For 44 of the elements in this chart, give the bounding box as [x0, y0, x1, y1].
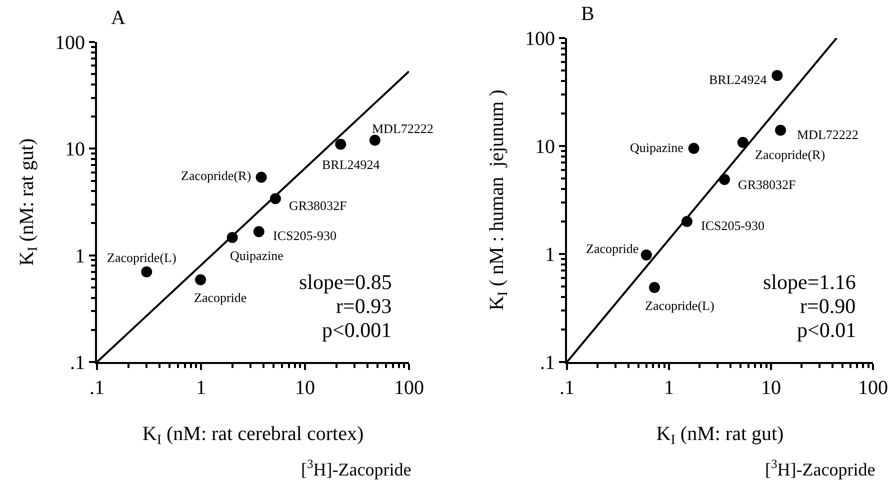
x-tick-label: 1: [196, 377, 206, 399]
chart-title: B: [581, 3, 594, 25]
y-tick-label: 10: [65, 138, 85, 161]
annotation: r=0.90: [800, 294, 856, 318]
chart-title: A: [111, 7, 126, 29]
annotation: slope=0.85: [299, 270, 392, 294]
text: [$^{3}$H]-Zacopride: [301, 457, 412, 480]
annotation: Zacopride(L): [645, 298, 714, 313]
x-axis-title: K$_{I}$ (nM: rat gut): [656, 423, 784, 448]
annotation: Zacopride: [194, 290, 247, 305]
annotation: r=0.93: [336, 294, 392, 318]
annotation: p<0.001: [322, 318, 392, 342]
x-tick-label: 100: [858, 377, 888, 399]
text: [$^{3}$H]-Zacopride: [765, 457, 876, 480]
annotation: MDL72222: [372, 121, 434, 136]
annotation: Quipazine: [630, 140, 684, 155]
x-axis-title: K$_{I}$ (nM: rat cerebral cortex): [142, 423, 364, 448]
y-tick-label: .1: [540, 352, 555, 374]
annotation: Quipazine: [230, 248, 284, 263]
annotation: Zacopride: [586, 241, 639, 256]
y-tick-label: .1: [70, 352, 85, 374]
annotation: slope=1.16: [763, 270, 856, 294]
annotation: Zacopride(R): [181, 168, 252, 183]
annotation: MDL72222: [797, 127, 858, 142]
y-tick-label: 1: [545, 244, 555, 266]
y-tick-label: 100: [55, 32, 85, 54]
y-tick-label: 10: [535, 136, 555, 158]
annotation: BRL24924: [322, 157, 380, 172]
annotation: GR38032F: [289, 198, 347, 213]
x-tick-label: 10: [295, 377, 315, 399]
annotation: GR38032F: [738, 177, 796, 192]
x-tick-label: 1: [664, 377, 674, 399]
annotation: Zacopride(R): [755, 147, 826, 162]
y-tick-label: 1: [75, 245, 85, 268]
x-tick-label: 10: [761, 377, 781, 399]
x-tick-label: .1: [90, 377, 104, 399]
annotation: BRL24924: [709, 72, 768, 87]
annotation: ICS205-930: [273, 228, 337, 243]
x-tick-label: .1: [560, 377, 574, 399]
x-tick-label: 100: [394, 377, 424, 399]
y-tick-label: 100: [525, 28, 555, 50]
annotation: ICS205-930: [701, 218, 765, 233]
annotation: Zacopride(L): [107, 250, 176, 265]
annotation: p<0.01: [797, 318, 856, 342]
